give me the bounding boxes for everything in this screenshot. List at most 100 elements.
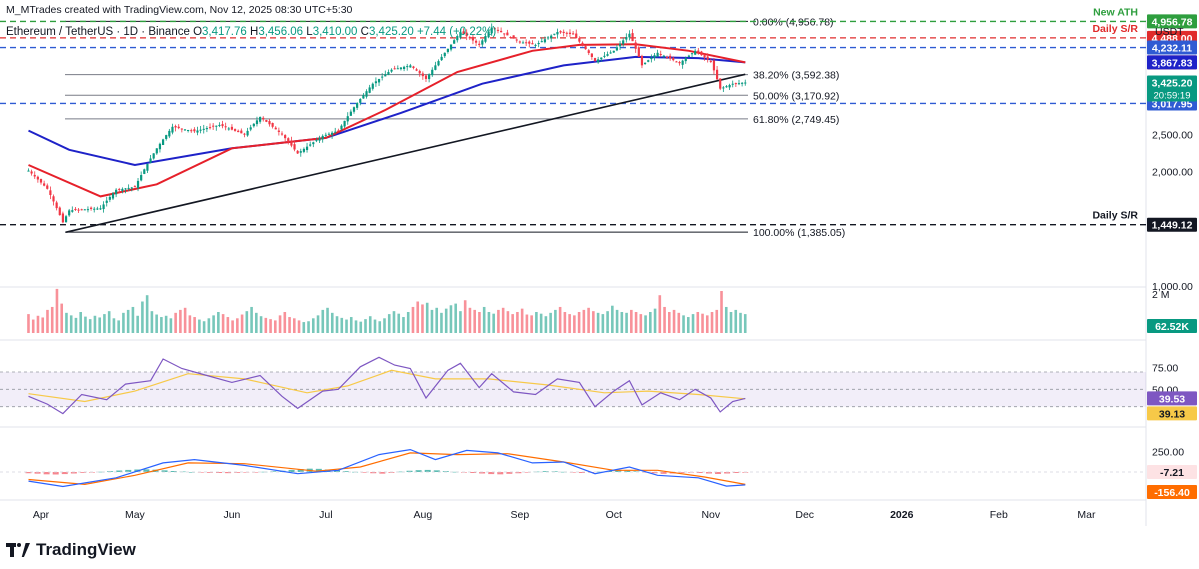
macd-histogram-bar (678, 472, 685, 473)
volume-bar (606, 311, 609, 333)
open-label: O (193, 26, 203, 38)
candle-body (700, 51, 703, 56)
volume-last-label: 62.52K (1155, 321, 1189, 333)
rsi-ma-line (28, 369, 746, 403)
candle-body (728, 84, 731, 88)
candle-body (64, 216, 68, 223)
x-tick-label: Oct (606, 509, 622, 521)
macd-histogram-bar (70, 472, 77, 474)
candle-body (293, 144, 296, 150)
volume-bar (743, 314, 747, 333)
candle-body (387, 72, 390, 75)
candle-body (36, 176, 39, 180)
candle-body (453, 40, 456, 44)
candle-body (512, 35, 515, 39)
candle-body (593, 58, 597, 62)
macd-histogram-bar (61, 472, 68, 475)
candle-body (324, 134, 327, 136)
level-price-tag (1147, 217, 1197, 232)
rsi-ma-label: 39.13 (1159, 408, 1185, 420)
low-label: L (306, 26, 313, 38)
candle-body (146, 163, 149, 171)
macd-histogram-bar (651, 472, 658, 474)
macd-histogram-bar (206, 472, 213, 473)
candle-body (161, 139, 165, 146)
macd-histogram-bar (297, 469, 304, 472)
x-tick-label: Apr (33, 509, 50, 521)
candle-body (662, 55, 665, 57)
volume-bar (217, 312, 220, 333)
volume-bar (321, 309, 325, 333)
level-name: New ATH (1093, 6, 1138, 18)
macd-histogram-bar (406, 470, 413, 472)
volume-bar (231, 320, 234, 333)
volume-bar (568, 314, 571, 333)
volume-bar (250, 306, 253, 333)
macd-histogram-bar (25, 472, 32, 474)
candle-body (227, 128, 230, 130)
candle-body (393, 68, 396, 70)
candle-body (199, 129, 202, 131)
volume-panel: 2 M 62.52K (27, 288, 1197, 333)
candle-body (443, 52, 446, 57)
candle-body (575, 33, 578, 39)
volume-bar (620, 312, 624, 333)
volume-bar (668, 312, 671, 333)
candle-body (603, 55, 606, 57)
macd-histogram-bar (715, 472, 722, 474)
macd-line (28, 448, 746, 488)
candle-body (618, 43, 622, 47)
candle-body (193, 129, 196, 132)
volume-bar (335, 316, 339, 333)
x-tick-label: May (125, 509, 146, 521)
volume-bar (236, 318, 239, 333)
volume-bar (587, 307, 590, 333)
candle-body (550, 35, 553, 39)
candle-body (556, 31, 559, 35)
ema-50-line (28, 43, 746, 198)
volume-bar (615, 309, 619, 333)
candle-body (412, 66, 415, 68)
candle-body (428, 74, 431, 80)
level-price-label: 1,449.12 (1152, 220, 1193, 232)
candle-body (706, 56, 709, 60)
candle-body (459, 31, 462, 38)
candle-body (93, 208, 96, 210)
candle-body (274, 127, 277, 130)
volume-bar (454, 303, 457, 333)
candle-body (165, 135, 168, 139)
candle-body (424, 75, 428, 79)
candle-body (121, 188, 124, 191)
price-tag (1147, 55, 1197, 70)
candle-body (487, 31, 490, 38)
volume-bar (696, 312, 700, 333)
macd-histogram-bar (116, 470, 123, 472)
tradingview-brand[interactable]: TradingView (6, 540, 136, 560)
volume-bar (31, 319, 35, 333)
fib-level-label: 61.80% (2,749.45) (753, 114, 839, 126)
volume-bar (482, 306, 486, 333)
high-label: H (250, 26, 259, 38)
rsi-line (28, 356, 746, 415)
macd-histogram-bar (188, 472, 195, 473)
candle-body (678, 62, 681, 64)
volume-bar (169, 318, 173, 333)
volume-bar (544, 316, 548, 333)
candle-body (462, 31, 465, 35)
volume-bar (710, 312, 714, 333)
candle-body (409, 65, 412, 68)
volume-bar (720, 291, 723, 333)
volume-bar (653, 308, 657, 333)
x-tick-label: Sep (511, 509, 530, 521)
symbol-name: Ethereum / TetherUS · 1D · Binance (6, 26, 190, 38)
candle-body (568, 32, 572, 34)
price-tag (1147, 75, 1197, 102)
y-tick-label: 2,500.00 (1152, 130, 1193, 142)
macd-histogram-bar (79, 472, 86, 473)
candle-body (415, 69, 418, 71)
volume-bar (84, 316, 87, 333)
macd-histogram-bar (660, 472, 667, 474)
volume-bar (41, 317, 45, 333)
